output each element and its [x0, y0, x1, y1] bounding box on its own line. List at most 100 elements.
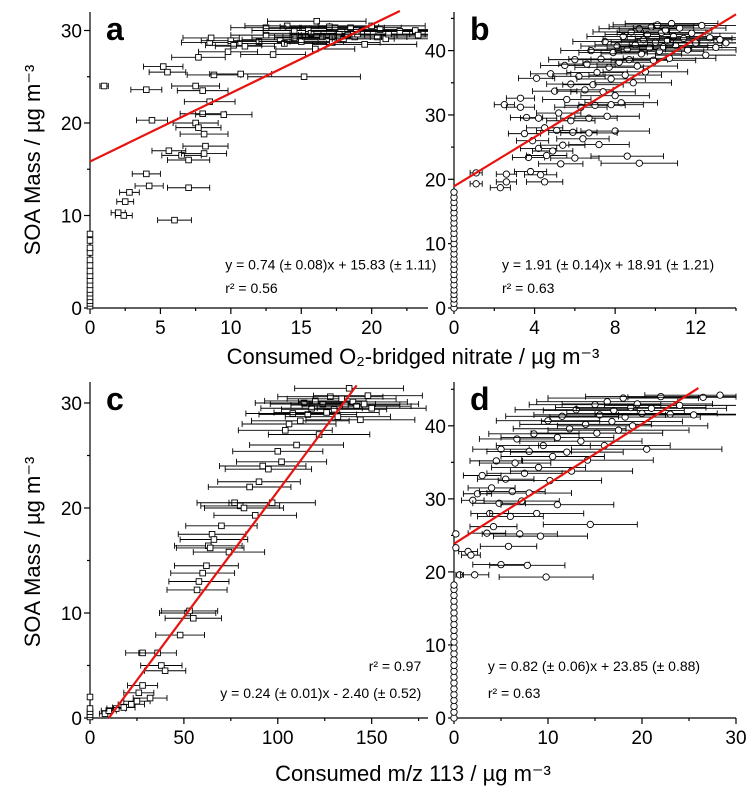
data-point [530, 430, 538, 438]
data-point [349, 398, 357, 406]
panel-c: 0 10 20 30 0 50 100 150 c y = 0.24 (± 0.01)x - 2.… [61, 381, 428, 749]
y-tick-label: 0 [435, 299, 446, 320]
data-point [516, 94, 525, 102]
data-point [100, 82, 108, 90]
data-point [716, 36, 724, 44]
data-point [690, 411, 698, 419]
data-point [86, 693, 94, 701]
data-point [251, 512, 259, 519]
panel-d: 0 10 20 30 40 0 10 20 30 d y = 0.82 (± 0.06)x + 23… [425, 381, 747, 749]
fit-equation: y = 0.24 (± 0.01)x - 2.40 (± 0.52) [220, 685, 421, 701]
data-point [478, 471, 486, 480]
fit-line [453, 387, 699, 545]
data-point [619, 394, 627, 402]
fit-line [453, 13, 737, 188]
data-point [86, 230, 94, 238]
data-point [471, 571, 479, 579]
data-point [195, 54, 202, 61]
data-point [684, 46, 692, 54]
data-point [274, 448, 282, 455]
data-point [185, 184, 192, 191]
data-point [563, 448, 571, 456]
data-point [567, 80, 575, 88]
x-axis-title-bottom: Consumed m/z 113 / µg m⁻³ [275, 761, 551, 786]
data-point [199, 569, 206, 577]
data-point [241, 42, 249, 50]
data-point [508, 487, 516, 496]
data-point [165, 147, 173, 154]
data-point [218, 522, 225, 530]
data-point [523, 561, 531, 569]
data-point [364, 392, 372, 399]
data-point [581, 420, 590, 429]
data-point [220, 111, 228, 118]
data-point [385, 30, 392, 38]
data-point [536, 171, 545, 179]
data-point [86, 267, 94, 275]
data-point [282, 427, 289, 434]
x-tick-label: 10 [220, 318, 241, 339]
data-point [121, 198, 129, 205]
y-axis-title-top: SOA Mass / µg m⁻³ [20, 65, 45, 256]
data-point [647, 404, 656, 412]
x-tick-label: 20 [361, 318, 382, 339]
data-point [208, 531, 216, 538]
data-point [543, 151, 551, 160]
data-point [146, 694, 154, 702]
data-point [558, 412, 566, 420]
data-point [653, 21, 662, 29]
data-point [269, 51, 277, 58]
data-point [657, 392, 665, 401]
data-point [614, 426, 623, 434]
data-point [164, 68, 171, 76]
data-point [450, 188, 458, 196]
data-point [86, 244, 94, 252]
data-points [86, 385, 427, 721]
y-tick-label: 20 [61, 114, 82, 135]
data-point [298, 38, 305, 45]
data-point [190, 615, 197, 622]
data-point [487, 484, 496, 492]
data-point [259, 462, 267, 470]
data-point [120, 704, 128, 711]
data-point [368, 405, 375, 412]
x-tick-label: 0 [85, 728, 96, 749]
data-point [593, 68, 601, 77]
x-tick-label: 10 [537, 728, 558, 749]
data-point [702, 51, 710, 59]
data-point [497, 560, 505, 569]
data-point [534, 114, 543, 122]
r-squared: r² = 0.56 [225, 280, 278, 296]
panel-b: 0 10 20 30 40 0 4 8 12 b y = 1.91 (± 0.14)x + 18.9… [425, 11, 737, 339]
panel-label: a [106, 11, 124, 47]
data-point [195, 578, 203, 585]
data-point [192, 82, 199, 90]
data-point [148, 116, 156, 124]
data-points [450, 391, 737, 722]
data-point [135, 689, 143, 697]
panel-label: c [106, 381, 124, 417]
data-point [128, 701, 135, 708]
data-points [450, 19, 737, 312]
data-point [255, 478, 263, 486]
data-point [504, 542, 513, 550]
data-point [203, 562, 210, 570]
data-point [338, 395, 345, 403]
data-point [533, 509, 541, 518]
data-point [561, 61, 569, 70]
data-point [605, 63, 613, 71]
data-point [536, 532, 545, 540]
data-point [496, 184, 504, 192]
data-point [506, 512, 515, 521]
panel-label: d [470, 381, 490, 417]
data-point [304, 411, 312, 418]
data-point [513, 435, 521, 443]
x-axis-title-top: Consumed O₂-bridged nitrate / µg m⁻³ [227, 344, 600, 369]
data-point [675, 401, 684, 410]
data-point [376, 26, 384, 33]
r-squared: r² = 0.97 [369, 658, 422, 674]
data-point [86, 237, 94, 244]
data-point [591, 400, 599, 409]
data-point [625, 55, 633, 64]
